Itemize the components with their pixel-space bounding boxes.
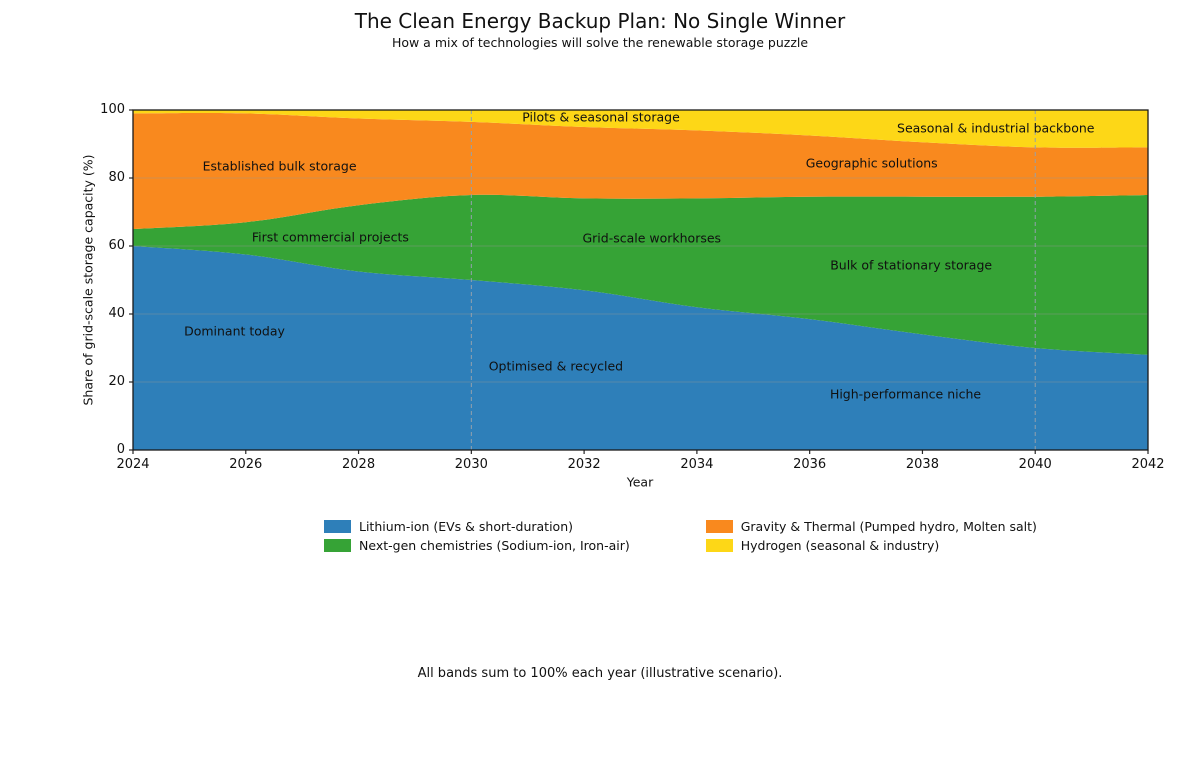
x-tick-label-2024: 2024: [116, 457, 150, 472]
legend-item-gravity-thermal-pumped-hydro: Gravity & Thermal (Pumped hydro, Molten …: [705, 518, 1037, 534]
legend-swatch-lithium-ion-evs-short-durati: [324, 519, 351, 533]
legend-item-next-gen-chemistries-sodium-: Next-gen chemistries (Sodium-ion, Iron-a…: [324, 537, 630, 553]
y-tick-label-40: 40: [108, 306, 125, 321]
legend-item-lithium-ion-evs-short-durati: Lithium-ion (EVs & short-duration): [324, 518, 630, 534]
legend-swatch-next-gen-chemistries-sodium-: [324, 538, 351, 552]
y-axis-label: Share of grid-scale storage capacity (%): [80, 154, 96, 406]
annotation-seasonal-industrial-backbone: Seasonal & industrial backbone: [897, 120, 1095, 136]
legend-item-hydrogen-seasonal-industry: Hydrogen (seasonal & industry): [705, 537, 1037, 553]
legend-swatch-gravity-thermal-pumped-hydro: [705, 519, 733, 533]
area-hydrogen-seasonal-industry: [133, 110, 1148, 148]
y-tick-label-0: 0: [116, 442, 125, 457]
x-tick-label-2042: 2042: [1131, 457, 1165, 472]
annotation-high-performance-niche: High-performance niche: [829, 386, 982, 402]
annotation-grid-scale-workhorses: Grid-scale workhorses: [582, 230, 722, 246]
legend-swatch-hydrogen-seasonal-industry: [705, 538, 733, 552]
x-tick-label-2030: 2030: [454, 457, 488, 472]
legend-label-next-gen-chemistries-sodium-: Next-gen chemistries (Sodium-ion, Iron-a…: [359, 537, 630, 553]
x-tick-label-2026: 2026: [229, 457, 263, 472]
footnote: All bands sum to 100% each year (illustr…: [417, 666, 783, 681]
annotation-established-bulk-storage: Established bulk storage: [202, 158, 357, 174]
legend: Lithium-ion (EVs & short-duration) Next-g…: [324, 518, 1037, 553]
y-tick-label-80: 80: [108, 170, 125, 185]
x-tick-label-2040: 2040: [1018, 457, 1052, 472]
legend-label-lithium-ion-evs-short-durati: Lithium-ion (EVs & short-duration): [359, 518, 574, 534]
x-tick-label-2038: 2038: [905, 457, 939, 472]
legend-label-hydrogen-seasonal-industry: Hydrogen (seasonal & industry): [740, 537, 940, 553]
y-tick-label-100: 100: [100, 102, 125, 117]
x-tick-label-2034: 2034: [680, 457, 714, 472]
plot-frame: [132, 109, 1149, 451]
y-tick-label-20: 20: [108, 374, 125, 389]
annotation-bulk-of-stationary-storage: Bulk of stationary storage: [830, 257, 993, 273]
area-lithium-ion-evs-short-durati: [133, 246, 1148, 450]
x-axis-label: Year: [626, 474, 654, 490]
chart-subtitle: How a mix of technologies will solve the…: [391, 35, 809, 50]
area-gravity-thermal-pumped-hydro: [133, 113, 1148, 229]
annotation-geographic-solutions: Geographic solutions: [805, 155, 938, 171]
x-tick-label-2032: 2032: [567, 457, 601, 472]
chart-title: The Clean Energy Backup Plan: No Single …: [354, 9, 846, 33]
annotation-optimised-recycled: Optimised & recycled: [488, 358, 624, 374]
annotation-first-commercial-projects: First commercial projects: [251, 229, 409, 245]
x-tick-label-2028: 2028: [342, 457, 376, 472]
y-tick-label-60: 60: [108, 238, 125, 253]
annotation-dominant-today: Dominant today: [184, 323, 285, 339]
area-next-gen-chemistries-sodium-: [133, 194, 1148, 355]
annotation-pilots-seasonal-storage: Pilots & seasonal storage: [522, 109, 680, 125]
x-tick-label-2036: 2036: [793, 457, 827, 472]
legend-label-gravity-thermal-pumped-hydro: Gravity & Thermal (Pumped hydro, Molten …: [740, 518, 1037, 534]
